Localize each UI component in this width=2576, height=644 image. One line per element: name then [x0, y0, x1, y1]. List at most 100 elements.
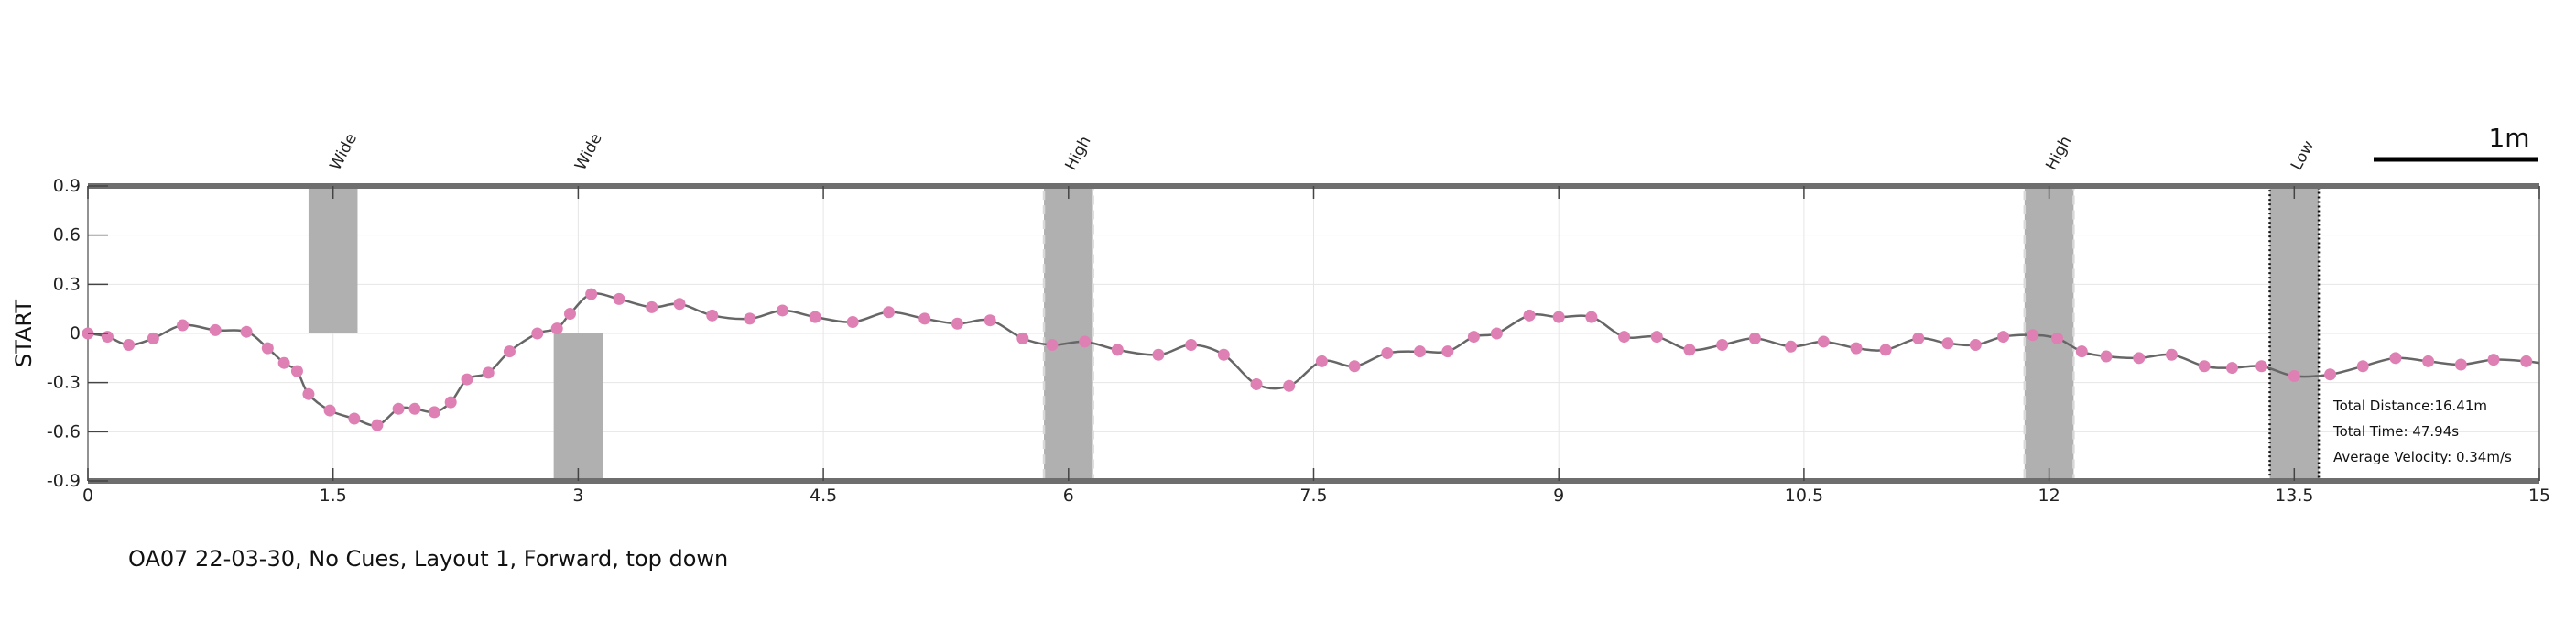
trajectory-point [461, 373, 473, 386]
obstacle-label: Wide [326, 131, 361, 174]
trajectory-point [918, 312, 931, 325]
trajectory-point [290, 365, 303, 377]
obstacle-wide [308, 186, 358, 333]
obstacle-labels: Wide Wide High High Low [326, 131, 2318, 174]
trajectory-point [177, 319, 190, 332]
grid-lines [88, 186, 2539, 481]
figure-caption: OA07 22-03-30, No Cues, Layout 1, Forwar… [128, 546, 729, 572]
trajectory-point [1997, 331, 2010, 344]
trajectory-point [1523, 309, 1536, 322]
trajectory-point [984, 314, 996, 327]
trajectory-point [1850, 342, 1863, 355]
trajectory-point [323, 404, 336, 417]
y-axis-label: START [11, 300, 37, 367]
trajectory-point [408, 402, 421, 415]
trajectory-point [550, 322, 563, 335]
trajectory-point [428, 406, 440, 419]
x-tick-label: 10.5 [1785, 486, 1823, 506]
trajectory-point [1185, 339, 1198, 352]
trajectory-point [2225, 362, 2238, 375]
x-tick-label: 4.5 [810, 486, 837, 506]
x-tick-label: 9 [1553, 486, 1564, 506]
trajectory-point [1969, 339, 1982, 352]
obstacle-label: High [2042, 133, 2075, 173]
scale-bar: 1m [2374, 123, 2538, 162]
trajectory-point [123, 339, 136, 352]
obstacle-low [2268, 184, 2321, 483]
trajectory-point [1283, 379, 1296, 392]
trajectory-point [392, 402, 405, 415]
obstacle-high [1042, 184, 1094, 483]
y-tick-label: 0.3 [53, 274, 81, 294]
trajectory-point [585, 288, 598, 300]
x-tick-label: 6 [1063, 486, 1074, 506]
trajectory-point [1250, 377, 1263, 390]
y-tick-label: 0.9 [53, 176, 81, 196]
trajectory-point [1348, 360, 1361, 373]
y-tick-label: -0.3 [47, 373, 81, 393]
trajectory-point [563, 308, 576, 321]
y-tick-label: 0.6 [53, 225, 81, 246]
trajectory-point [2389, 352, 2402, 365]
scale-bar-label: 1m [2488, 123, 2529, 153]
trajectory-point [2356, 360, 2369, 373]
trajectory-point [776, 304, 788, 317]
trajectory-point [2027, 329, 2039, 342]
trajectory-point [2255, 360, 2268, 373]
average-velocity-text: Average Velocity: 0.34m/s [2333, 449, 2512, 465]
trajectory-point [371, 419, 384, 431]
trajectory-point [348, 412, 361, 425]
trajectory-point [2288, 370, 2300, 383]
trajectory-point [277, 356, 290, 369]
trajectory-point [1618, 331, 1631, 344]
trajectory-point [1716, 339, 1729, 352]
trajectory-point [531, 327, 544, 340]
trajectory-point [482, 366, 495, 379]
x-tick-label: 12 [2038, 486, 2060, 506]
trajectory-point [613, 292, 625, 305]
trajectory-point [1414, 345, 1427, 358]
trajectory-point [1585, 311, 1598, 323]
trajectory-point [1552, 311, 1565, 323]
trajectory-point [209, 323, 222, 336]
trajectory-point [846, 315, 859, 328]
trajectory-point [673, 298, 686, 311]
total-distance-text: Total Distance:16.41m [2332, 398, 2487, 414]
trajectory-point [2100, 350, 2113, 363]
trajectory-point [1683, 344, 1696, 356]
trajectory-point [2454, 358, 2467, 371]
obstacle-wide [553, 333, 603, 481]
obstacles-layer [308, 184, 2321, 483]
trajectory-point [2198, 360, 2211, 373]
trajectory-point [2133, 352, 2146, 365]
x-tick-label: 7.5 [1299, 486, 1327, 506]
trajectory-point [1817, 335, 1830, 348]
obstacle-label: Low [2288, 137, 2318, 173]
trajectory-point [1079, 335, 1092, 348]
x-tick-label: 3 [572, 486, 583, 506]
trajectory-point [1879, 344, 1892, 356]
trajectory-point [1381, 346, 1394, 359]
axes-layer: 0 1.5 3 4.5 6 7.5 9 10.5 12 13.5 15 0.9 0.6 0.3 0 -0.3 -… [47, 176, 2550, 506]
trajectory-point [2075, 345, 2088, 358]
y-tick-label: -0.6 [47, 421, 81, 442]
trajectory-point [240, 325, 253, 338]
trajectory-point [1441, 345, 1454, 358]
trajectory-point [1016, 332, 1029, 344]
total-time-text: Total Time: 47.94s [2332, 423, 2459, 440]
trajectory-point [951, 317, 963, 330]
x-tick-label: 15 [2528, 486, 2550, 506]
trajectory-series [82, 288, 2540, 431]
trajectory-point [503, 345, 516, 358]
trajectory-point [1912, 332, 1925, 344]
trajectory-point [302, 387, 315, 400]
trajectory-point [1467, 331, 1480, 344]
obstacle-label: High [1062, 133, 1095, 173]
trajectory-point [882, 306, 895, 319]
y-tick-label: 0 [70, 323, 81, 344]
trajectory-point [1046, 339, 1059, 352]
trajectory-point [2520, 355, 2533, 367]
trajectory-point [1152, 348, 1165, 361]
trajectory-point [2165, 348, 2178, 361]
